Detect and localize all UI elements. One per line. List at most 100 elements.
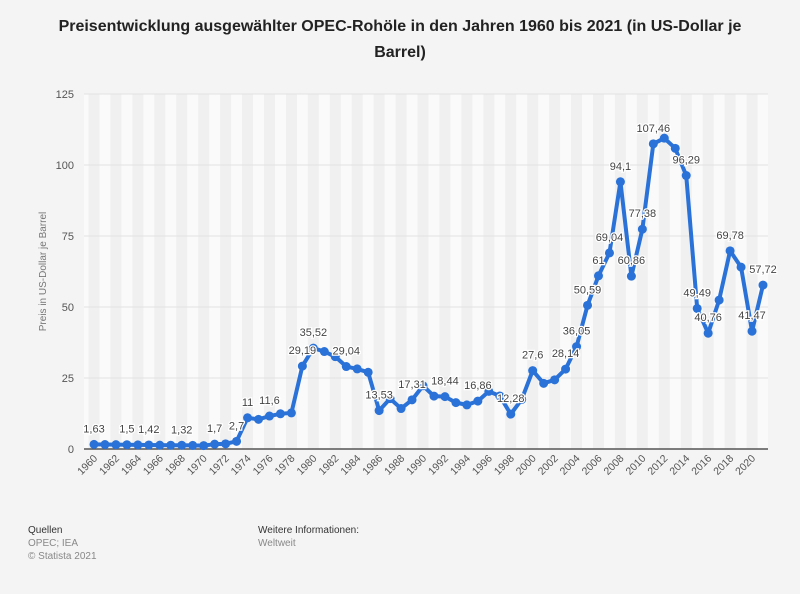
data-label: 11 bbox=[242, 397, 253, 409]
x-tick-label: 1984 bbox=[338, 453, 363, 478]
data-point bbox=[407, 395, 417, 405]
data-point bbox=[747, 326, 757, 336]
data-label: 1,7 bbox=[207, 423, 222, 435]
data-point bbox=[572, 342, 582, 352]
column-stripe bbox=[285, 94, 297, 449]
x-tick-label: 2006 bbox=[580, 453, 605, 478]
column-stripe bbox=[636, 94, 648, 449]
y-tick-label: 0 bbox=[68, 444, 74, 456]
data-label: 28,14 bbox=[552, 348, 580, 360]
data-point bbox=[363, 367, 373, 377]
data-label: 16,86 bbox=[464, 380, 492, 392]
chart-title: Preisentwicklung ausgewählter OPEC-Rohöl… bbox=[58, 18, 742, 61]
x-tick-label: 1964 bbox=[119, 453, 144, 478]
column-stripe bbox=[571, 94, 583, 449]
x-tick-label: 1998 bbox=[492, 453, 517, 478]
x-tick-label: 1966 bbox=[141, 453, 166, 478]
data-point bbox=[286, 408, 296, 418]
data-point bbox=[297, 361, 307, 371]
data-point bbox=[561, 364, 571, 374]
x-tick-label: 1980 bbox=[294, 453, 319, 478]
data-point bbox=[177, 440, 187, 450]
more-info: Weitere Informationen: Weltweit bbox=[258, 524, 359, 550]
data-label: 96,29 bbox=[672, 155, 700, 167]
column-stripe bbox=[373, 94, 385, 449]
data-point bbox=[528, 366, 538, 376]
data-point bbox=[692, 303, 702, 313]
column-stripe bbox=[132, 94, 144, 449]
data-point bbox=[659, 133, 669, 143]
data-point bbox=[758, 280, 768, 290]
data-label: 29,19 bbox=[289, 345, 317, 357]
data-label: 18,44 bbox=[431, 376, 459, 388]
x-tick-label: 1972 bbox=[207, 453, 232, 478]
sources-text: OPEC; IEA bbox=[28, 538, 79, 549]
data-point bbox=[550, 375, 560, 385]
data-point bbox=[648, 139, 658, 149]
info-text: Weltweit bbox=[258, 538, 296, 549]
data-point bbox=[221, 439, 231, 449]
column-stripe bbox=[329, 94, 341, 449]
column-stripe bbox=[88, 94, 100, 449]
x-tick-label: 2014 bbox=[667, 453, 692, 478]
data-label: 49,49 bbox=[683, 287, 711, 299]
data-point bbox=[440, 392, 450, 402]
column-stripe bbox=[395, 94, 407, 449]
data-label: 69,78 bbox=[716, 230, 744, 242]
x-tick-label: 2018 bbox=[711, 453, 736, 478]
x-tick-label: 1982 bbox=[316, 453, 341, 478]
data-point bbox=[484, 386, 494, 396]
x-tick-label: 1986 bbox=[360, 453, 385, 478]
data-label: 36,05 bbox=[563, 326, 591, 338]
data-point bbox=[111, 440, 121, 450]
data-label: 1,32 bbox=[171, 424, 192, 436]
y-tick-label: 50 bbox=[62, 302, 74, 314]
data-label: 11,6 bbox=[259, 395, 280, 407]
data-point bbox=[418, 381, 428, 391]
data-label: 17,31 bbox=[398, 379, 426, 391]
column-stripe bbox=[439, 94, 451, 449]
x-tick-label: 2004 bbox=[558, 453, 583, 478]
x-tick-label: 1988 bbox=[382, 453, 407, 478]
data-label: 107,46 bbox=[636, 123, 670, 135]
data-point bbox=[100, 440, 110, 450]
column-stripe bbox=[307, 94, 319, 449]
x-tick-label: 1960 bbox=[75, 453, 100, 478]
data-point bbox=[681, 171, 691, 181]
data-label: 1,42 bbox=[138, 424, 159, 436]
column-stripe bbox=[702, 94, 714, 449]
column-stripe bbox=[242, 94, 254, 449]
data-point bbox=[275, 409, 285, 419]
data-point bbox=[517, 394, 527, 404]
y-tick-label: 100 bbox=[56, 160, 74, 172]
x-tick-label: 2020 bbox=[733, 453, 758, 478]
x-tick-label: 1976 bbox=[251, 453, 276, 478]
data-point bbox=[133, 440, 143, 450]
data-point bbox=[506, 409, 516, 419]
column-stripe bbox=[724, 94, 736, 449]
x-tick-label: 2010 bbox=[623, 453, 648, 478]
column-stripe bbox=[461, 94, 473, 449]
y-tick-label: 75 bbox=[62, 231, 74, 243]
data-point bbox=[626, 271, 636, 281]
x-tick-label: 1990 bbox=[404, 453, 429, 478]
data-point bbox=[429, 391, 439, 401]
data-point bbox=[615, 177, 625, 187]
data-point bbox=[539, 378, 549, 388]
column-stripe bbox=[351, 94, 363, 449]
data-label: 29,04 bbox=[332, 346, 360, 358]
data-point bbox=[319, 347, 329, 357]
data-point bbox=[670, 143, 680, 153]
x-tick-label: 1994 bbox=[448, 453, 473, 478]
data-label: 94,1 bbox=[610, 161, 631, 173]
data-label: 50,59 bbox=[574, 284, 602, 296]
x-tick-label: 1962 bbox=[97, 453, 122, 478]
data-label: 35,52 bbox=[300, 327, 328, 339]
x-tick-label: 2016 bbox=[689, 453, 714, 478]
data-label: 13,53 bbox=[365, 390, 393, 402]
column-stripe bbox=[505, 94, 517, 449]
x-tick-label: 1974 bbox=[229, 453, 254, 478]
data-point bbox=[89, 439, 99, 449]
data-point bbox=[473, 396, 483, 406]
